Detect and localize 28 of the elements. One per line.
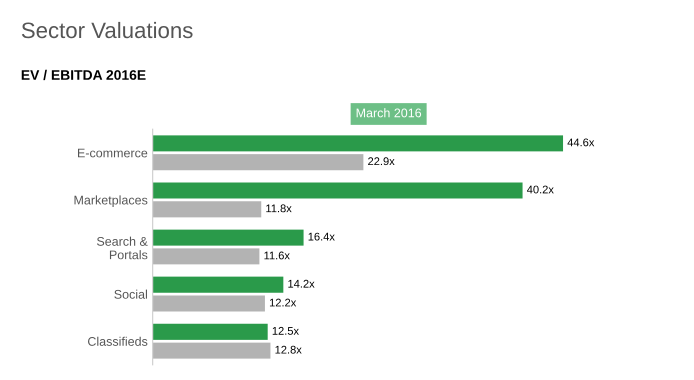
data-label: 12.5x xyxy=(272,326,299,335)
bar xyxy=(152,154,364,170)
data-label: 44.6x xyxy=(567,138,594,146)
data-label: 40.2x xyxy=(526,186,554,194)
y-tick-label: Classifieds xyxy=(88,336,148,346)
bar xyxy=(152,182,523,198)
bar xyxy=(152,276,284,293)
bar xyxy=(152,342,270,359)
y-tick-label: Marketplaces xyxy=(74,195,148,208)
chart-subtitle: EV / EBITDA 2016E xyxy=(22,70,146,80)
y-tick-label: Search & Portals xyxy=(96,236,148,260)
y-tick-label: E-commerce xyxy=(78,148,148,158)
bar xyxy=(152,201,262,218)
bar xyxy=(152,230,304,246)
bar xyxy=(152,248,260,264)
bar xyxy=(152,324,268,340)
data-label: 16.4x xyxy=(308,232,335,241)
data-label: 14.2x xyxy=(288,280,315,288)
data-label: 12.2x xyxy=(270,298,296,306)
chart-title: Sector Valuations xyxy=(22,22,193,38)
y-tick-label: Social xyxy=(114,290,147,299)
data-label: 22.9x xyxy=(368,157,395,166)
text: March 2016 xyxy=(356,108,422,118)
data-label: 11.8x xyxy=(266,204,292,212)
data-label: 11.6x xyxy=(264,252,290,260)
data-label: 12.8x xyxy=(275,346,302,354)
bar xyxy=(152,296,265,312)
bar xyxy=(152,135,564,152)
